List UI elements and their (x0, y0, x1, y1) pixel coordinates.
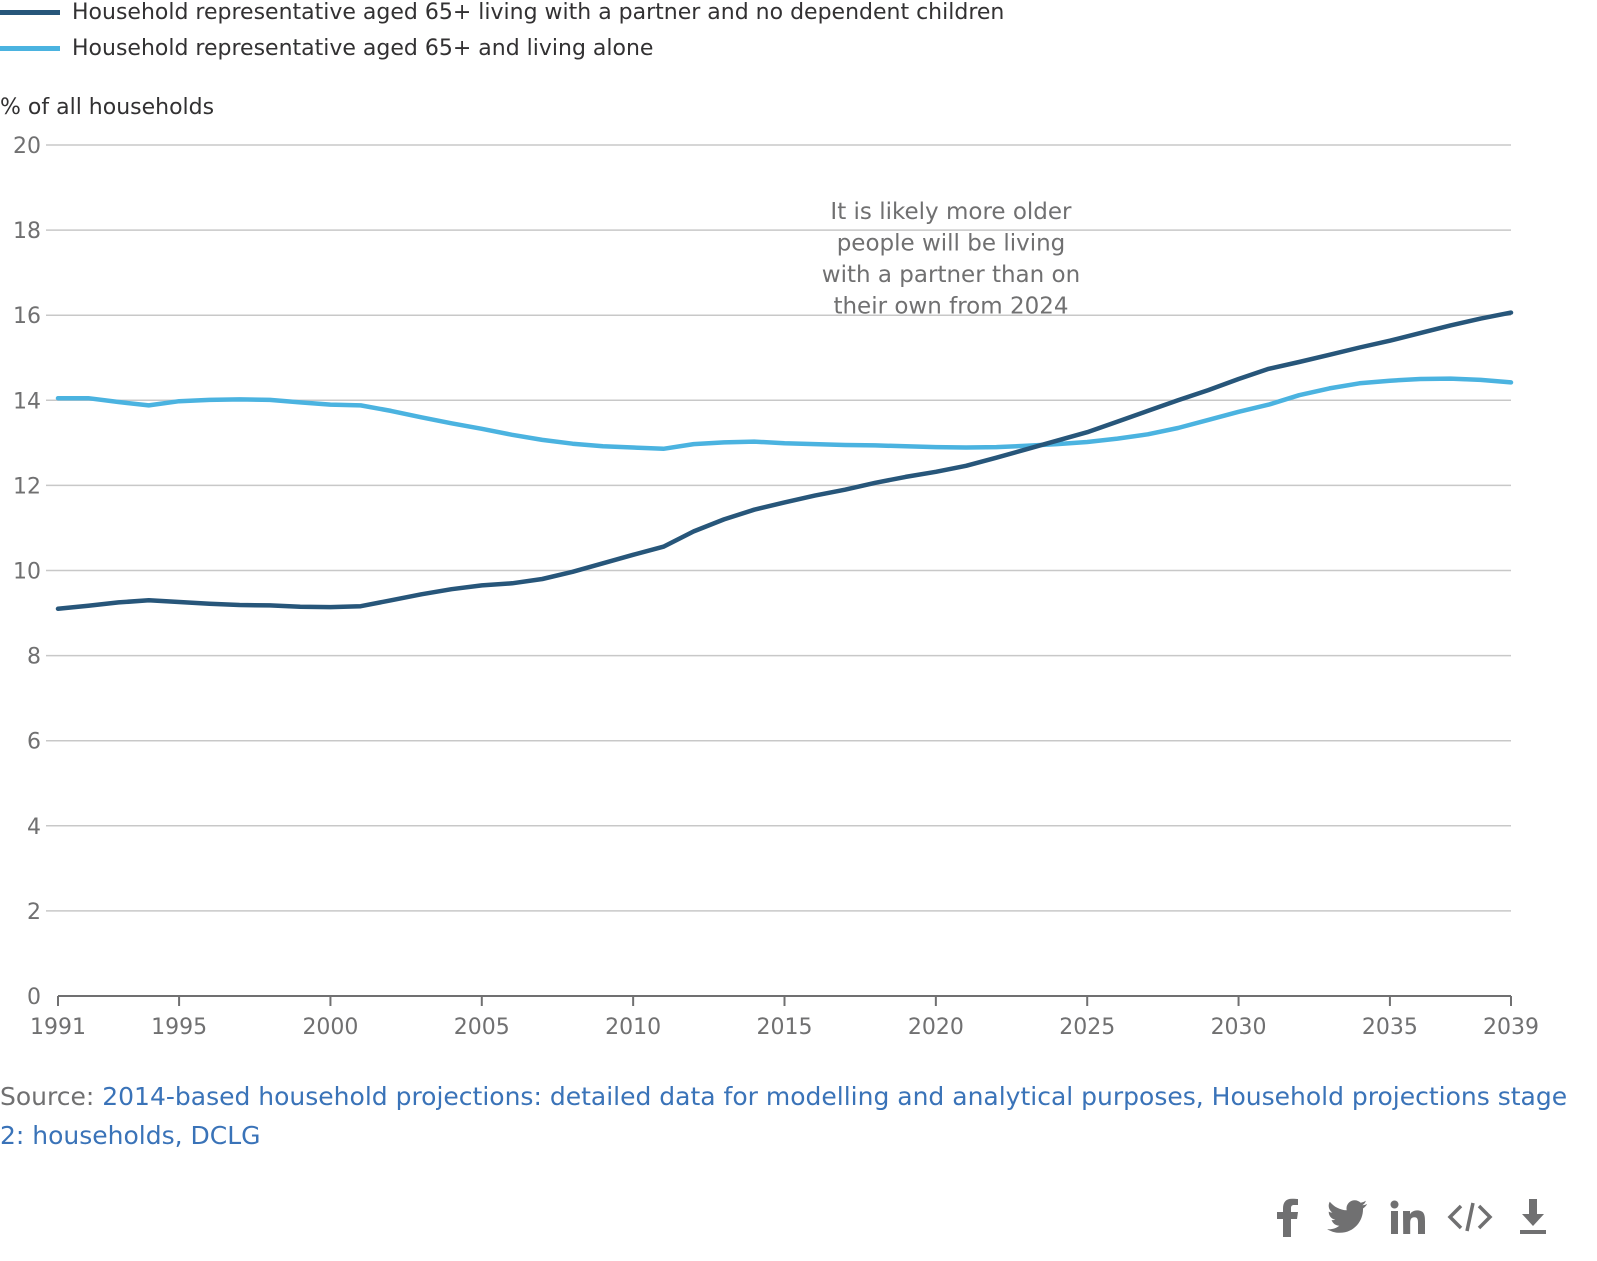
annotation-line: their own from 2024 (833, 294, 1068, 320)
y-tick-label: 4 (27, 815, 41, 840)
x-tick-label: 2025 (1059, 1015, 1115, 1040)
legend-label-partner: Household representative aged 65+ living… (72, 0, 1005, 25)
twitter-icon[interactable] (1322, 1192, 1372, 1242)
legend-item-alone: Household representative aged 65+ and li… (0, 35, 654, 61)
y-tick-labels: 0 2 4 6 8 10 12 14 16 18 20 (13, 134, 41, 1010)
x-tick-label: 1991 (30, 1015, 86, 1040)
x-tick-label: 2005 (454, 1015, 510, 1040)
x-tick-label: 2015 (757, 1015, 813, 1040)
legend-item-partner: Household representative aged 65+ living… (0, 0, 1005, 25)
x-tick-label: 2000 (302, 1015, 358, 1040)
y-tick-label: 14 (13, 389, 41, 414)
source-note: Source: 2014-based household projections… (0, 1077, 1590, 1155)
series-line-0 (55, 310, 1514, 612)
legend-swatch-alone (0, 45, 60, 51)
line-chart: 0 2 4 6 8 10 12 14 16 18 20 1991 1995 2000 2005 2010 20… (13, 134, 1539, 1040)
source-link[interactable]: 2014-based household projections: detail… (0, 1082, 1568, 1150)
y-tick-label: 0 (27, 985, 41, 1010)
x-tick-label: 2035 (1362, 1015, 1418, 1040)
chart-annotation: It is likely more older people will be li… (822, 199, 1080, 319)
x-tick-label: 1995 (151, 1015, 207, 1040)
y-tick-label: 16 (13, 304, 41, 329)
y-tick-label: 20 (13, 134, 41, 159)
legend-label-alone: Household representative aged 65+ and li… (72, 35, 654, 61)
gridlines (46, 144, 1511, 912)
y-tick-label: 10 (13, 560, 41, 585)
linkedin-icon[interactable] (1383, 1192, 1433, 1242)
x-tick-label: 2010 (605, 1015, 661, 1040)
annotation-line: It is likely more older (830, 199, 1072, 225)
annotation-line: people will be living (837, 231, 1066, 257)
x-tick-label: 2020 (908, 1015, 964, 1040)
y-axis-label: % of all households (0, 95, 215, 120)
series-line-1 (55, 376, 1514, 452)
y-tick-label: 8 (27, 645, 41, 670)
series-lines (55, 310, 1514, 612)
x-axis: 1991 1995 2000 2005 2010 2015 2020 2025 2030 2035… (30, 995, 1539, 1040)
y-tick-label: 12 (13, 474, 41, 499)
annotation-line: with a partner than on (822, 262, 1080, 288)
x-tick-label: 2039 (1483, 1015, 1539, 1040)
legend-swatch-partner (0, 9, 60, 15)
y-tick-label: 18 (13, 219, 41, 244)
y-tick-label: 2 (27, 900, 41, 925)
download-icon[interactable] (1508, 1192, 1558, 1242)
embed-code-icon[interactable] (1443, 1192, 1497, 1242)
y-tick-label: 6 (27, 730, 41, 755)
facebook-icon[interactable] (1262, 1192, 1312, 1242)
source-prefix: Source: (0, 1082, 103, 1111)
x-tick-label: 2030 (1211, 1015, 1267, 1040)
